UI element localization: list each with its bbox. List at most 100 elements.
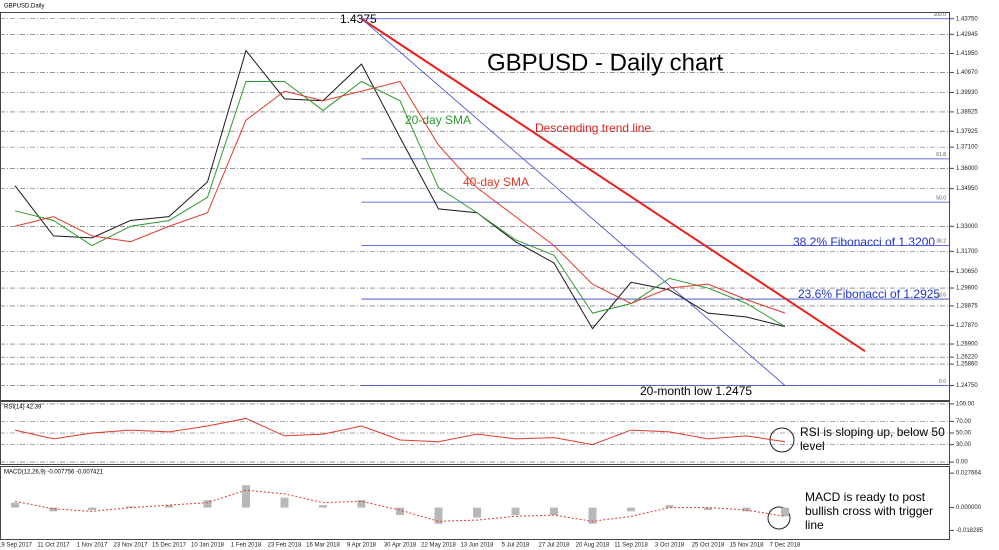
macd-label: MACD(12,26,9) -0.007756 -0.007421	[4, 470, 104, 476]
x-tick-label: 1 Nov 2017	[77, 543, 108, 549]
series-line	[14, 489, 786, 522]
y-tick-label: 30.00	[956, 442, 972, 448]
rsi-note: RSI is sloping up, below 50 level	[800, 425, 945, 453]
macd-bar	[165, 505, 173, 508]
y-tick-label: 1.43750	[956, 16, 978, 22]
rsi-label: RSI(14) 42.39	[4, 405, 42, 411]
macd-bar	[742, 507, 751, 512]
fib-label: 0.0	[939, 379, 946, 385]
trend-label: Descending trend line	[535, 121, 651, 135]
fib-label: 50.0	[936, 195, 946, 201]
y-tick-label: 100.00	[956, 401, 975, 407]
trend-line	[361, 18, 786, 386]
y-tick-label: 0.027664	[956, 471, 982, 477]
x-tick-label: 1 Feb 2018	[231, 543, 262, 549]
x-tick-label: 19 Sep 2017	[0, 543, 33, 549]
highlight-circle	[767, 506, 791, 530]
price-panel	[0, 12, 950, 401]
fib-annotation: 23.6% Fibonacci of 1.2925	[798, 287, 940, 301]
macd-bar	[319, 505, 327, 508]
y-tick-label: 1.28875	[956, 303, 978, 309]
macd-bar	[203, 500, 212, 508]
y-tick-label: 1.37100	[956, 145, 978, 151]
macd-annotation: MACD is ready to post bullish cross with…	[805, 490, 934, 530]
macd-bar	[588, 507, 597, 524]
macd-bar	[781, 507, 789, 517]
x-tick-label: 16 Mar 2018	[306, 543, 340, 549]
macd-note: MACD is ready to post bullish cross with…	[805, 490, 934, 530]
fib-label: 38.2	[936, 239, 946, 245]
macd-bar	[511, 507, 520, 516]
macd-bar	[88, 507, 96, 511]
series-line	[14, 80, 786, 314]
low-label: 20-month low 1.2475	[640, 384, 752, 398]
y-tick-label: 1.37925	[956, 129, 978, 135]
x-tick-label: 11 Sep 2018	[614, 543, 648, 549]
x-tick-label: 27 Jul 2018	[538, 543, 570, 549]
y-tick-label: 1.26220	[956, 355, 978, 361]
symbol: GBPUSD,Daily	[4, 4, 44, 10]
macd-bar	[280, 497, 289, 508]
x-tick-label: 25 Oct 2018	[692, 543, 725, 549]
y-tick-label: 1.29800	[956, 286, 978, 292]
x-tick-label: 20 Aug 2018	[576, 543, 610, 549]
macd-bar	[550, 507, 558, 516]
x-tick-label: 10 Jan 2018	[191, 543, 225, 549]
y-tick-label: 1.40970	[956, 70, 978, 76]
x-tick-label: 3 Oct 2018	[655, 543, 685, 549]
x-tick-label: 9 Apr 2018	[347, 543, 377, 549]
fib-label: 23.6	[936, 292, 946, 298]
y-tick-label: 1.34950	[956, 186, 978, 192]
y-tick-label: 1.24750	[956, 383, 978, 389]
fib-label: 100.0	[933, 12, 946, 18]
macd-bar	[242, 485, 250, 508]
macd-bar	[434, 507, 443, 524]
y-tick-label: 1.36000	[956, 166, 978, 172]
x-tick-label: 11 Oct 2017	[37, 543, 70, 549]
macd-bar	[126, 506, 135, 508]
rsi-annotation: RSI is sloping up, below 50 level	[800, 425, 945, 453]
fib-label: 61.8	[936, 152, 946, 158]
x-tick-label: 7 Dec 2018	[770, 543, 801, 549]
y-tick-label: 1.42945	[956, 32, 978, 38]
series-line	[14, 417, 786, 446]
y-tick-label: -0.018285	[956, 528, 984, 534]
macd-bar	[357, 500, 366, 508]
chart-title: GBPUSD - Daily chart	[487, 49, 723, 76]
y-tick-label: 1.39930	[956, 90, 978, 96]
macd-bar	[704, 507, 712, 511]
y-tick-label: 1.33000	[956, 224, 978, 230]
x-tick-label: 23 Feb 2018	[268, 543, 302, 549]
macd-bar	[665, 505, 674, 508]
y-tick-label: 1.41950	[956, 51, 978, 57]
x-tick-label: 13 Jun 2018	[460, 543, 494, 549]
x-tick-label: 23 Nov 2017	[113, 543, 148, 549]
highlight-circle	[769, 427, 795, 453]
macd-panel	[0, 466, 950, 540]
y-tick-label: 70.00	[956, 419, 972, 425]
y-tick-label: 1.25860	[956, 362, 978, 368]
y-tick-label: 50.00	[956, 431, 972, 437]
macd-bar	[473, 507, 481, 518]
macd-bar	[627, 507, 635, 512]
x-tick-label: 15 Nov 2018	[729, 543, 764, 549]
series-line	[14, 80, 786, 328]
x-tick-label: 22 May 2018	[421, 543, 456, 549]
series-label: 20-day SMA	[405, 113, 471, 127]
x-tick-label: 15 Dec 2017	[152, 543, 187, 549]
macd-bar	[49, 507, 58, 512]
y-tick-label: 0.000000	[956, 505, 982, 511]
peak-label: 1.4375	[340, 12, 377, 26]
y-tick-label: 1.30650	[956, 269, 978, 275]
trend-line	[360, 17, 866, 352]
y-tick-label: 0.00	[956, 460, 968, 466]
series-line	[14, 49, 786, 330]
fib-annotation: 38.2% Fibonacci of 1.3200	[793, 235, 935, 249]
series-label: 40-day SMA	[463, 175, 529, 189]
macd-bar	[396, 507, 404, 516]
x-tick-label: 30 Apr 2018	[384, 543, 417, 549]
y-tick-label: 1.26900	[956, 342, 978, 348]
y-tick-label: 1.31700	[956, 249, 978, 255]
x-tick-label: 5 Jul 2018	[502, 543, 530, 549]
